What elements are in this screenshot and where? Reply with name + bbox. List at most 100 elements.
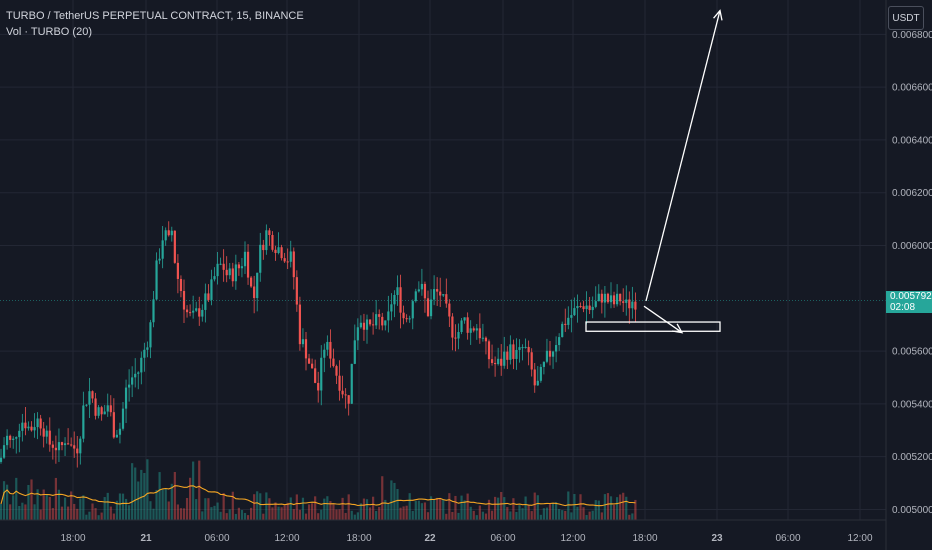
candle-body (143, 349, 146, 358)
candle-body (353, 340, 356, 364)
candle-body (33, 427, 36, 431)
volume-bar (170, 483, 173, 520)
candle-body (463, 317, 466, 321)
volume-bar (88, 511, 91, 520)
candle-body (393, 294, 396, 305)
volume-bar (429, 496, 433, 520)
volume-bar (298, 509, 301, 520)
candle-body (21, 422, 24, 431)
time-tick-label: 12:00 (847, 533, 872, 544)
candle-body (237, 264, 240, 269)
candle-body (6, 435, 9, 446)
volume-bar (246, 515, 250, 520)
volume-bar (274, 502, 277, 520)
volume-bar (475, 515, 478, 520)
drawings[interactable] (585, 9, 723, 334)
candle-body (231, 268, 234, 282)
volume-bar (359, 503, 362, 520)
rectangle-drawing (585, 321, 721, 332)
volume-indicator-label[interactable]: Vol · TURBO (20) (6, 26, 92, 38)
symbol-title: TURBO / TetherUS PERPETUAL CONTRACT, 15,… (6, 10, 304, 22)
candle-body (73, 445, 76, 449)
volume-bar (619, 494, 622, 520)
candle-body (301, 339, 305, 345)
candle-body (570, 315, 573, 318)
candle-body (265, 230, 268, 251)
candle-body (67, 443, 70, 445)
candle-body (494, 362, 497, 365)
volume-bar (100, 512, 103, 520)
volume-bar (131, 463, 134, 520)
candle-body (368, 319, 372, 325)
candle-body (106, 405, 109, 412)
candle-body (115, 434, 118, 438)
candle-body (603, 293, 606, 303)
candle-body (506, 351, 509, 360)
price-tick-label: 0.006000 (892, 241, 932, 252)
volume-bar (250, 507, 253, 520)
candle-body (548, 350, 552, 357)
volume-bar (103, 497, 106, 520)
volume-bar (286, 502, 289, 520)
candle-body (417, 289, 420, 292)
candle-body (262, 244, 265, 251)
candle-body (292, 251, 295, 278)
candle-body (295, 277, 298, 305)
candle-body (405, 318, 408, 320)
volume-bar (402, 506, 405, 520)
candle-body (332, 358, 335, 367)
candle-body (338, 375, 341, 391)
volume-bar (423, 502, 427, 520)
candle-body (170, 230, 173, 236)
volume-bar (533, 492, 536, 520)
candle-body (469, 328, 472, 333)
volume-bar (109, 506, 112, 520)
volume-bar (70, 491, 73, 520)
volume-bar (433, 499, 436, 520)
arrow-drawing (645, 10, 721, 302)
candle-body (118, 428, 122, 435)
candle-body (634, 301, 637, 310)
candle-body (289, 251, 292, 262)
volume-bar (558, 509, 561, 520)
candle-body (448, 303, 451, 317)
price-axis[interactable]: 0.006800 0.006600 0.006400 0.006200 0.006000… (892, 30, 932, 516)
volume-bar (27, 484, 30, 520)
candle-body (347, 395, 350, 404)
candle-body (24, 422, 27, 429)
volume-bar (539, 514, 542, 520)
volume-bar (256, 491, 259, 520)
currency-button[interactable]: USDT (888, 6, 924, 30)
volume-bar (152, 508, 155, 520)
candle-body (280, 247, 283, 259)
volume-bar (179, 508, 183, 520)
candle-body (472, 328, 475, 331)
volume-bar (481, 511, 484, 520)
volume-bar (9, 504, 12, 520)
volume-bar (161, 489, 164, 520)
time-axis[interactable]: 18:00 21 06:00 12:00 18:00 22 06:00 12:00 18:00 2… (0, 0, 887, 550)
volume-bar (628, 514, 631, 520)
candle-body (533, 369, 536, 386)
candle-body (323, 349, 326, 358)
candle-body (487, 341, 491, 360)
volume-bar (463, 500, 466, 520)
candle-body (466, 317, 469, 333)
candle-body (79, 438, 82, 454)
volume-bar (466, 493, 469, 520)
candle-body (365, 319, 369, 330)
volume-bar (213, 505, 216, 520)
volume-bar (350, 510, 353, 520)
volume-bar (195, 499, 198, 520)
candle-body (414, 291, 417, 302)
candle-body (103, 411, 106, 415)
volume-bar (329, 501, 332, 520)
volume-bar (375, 510, 378, 520)
candlesticks (0, 221, 637, 468)
volume-bar (277, 506, 280, 520)
candle-body (460, 320, 463, 333)
volume-bar (518, 505, 521, 520)
volume-bar (323, 498, 326, 520)
candle-body (2, 445, 6, 458)
